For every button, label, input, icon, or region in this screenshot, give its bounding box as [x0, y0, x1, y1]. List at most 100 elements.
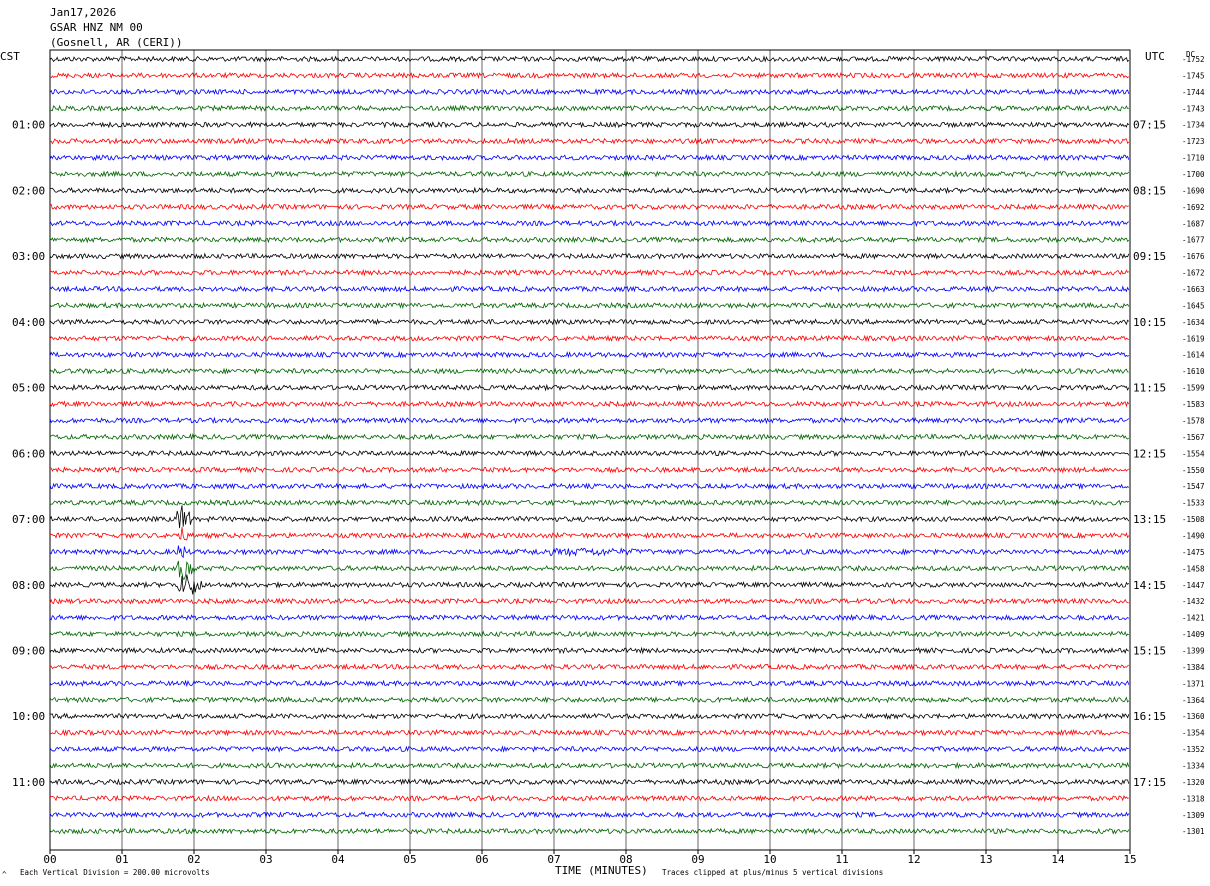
hour-label-utc: 14:15 — [1133, 579, 1166, 592]
dc-offset-label: -1634 — [1182, 318, 1205, 327]
hour-label-cst: 01:00 — [12, 119, 45, 132]
dc-offset-labels: -1752 -1745 -1744 -1743 -1734 -1723 -1710 -1700… — [1182, 55, 1205, 836]
x-tick-label: 13 — [979, 853, 992, 866]
trace-row — [49, 810, 1130, 819]
trace-row — [49, 433, 1130, 441]
dc-offset-label: -1334 — [1182, 761, 1205, 770]
dc-offset-label: -1710 — [1182, 154, 1205, 163]
trace-row — [49, 137, 1130, 146]
plot-frame — [49, 49, 1131, 851]
trace-row — [49, 400, 1130, 408]
dc-offset-label: -1399 — [1182, 646, 1205, 655]
dc-offset-label: -1743 — [1182, 104, 1205, 113]
trace-row — [49, 88, 1130, 96]
dc-offset-label: -1567 — [1182, 433, 1205, 442]
clip-note: Traces clipped at plus/minus 5 vertical … — [662, 868, 883, 877]
trace-row — [49, 794, 1129, 803]
trace-row — [49, 574, 1130, 595]
dc-offset-label: -1301 — [1182, 827, 1205, 836]
x-tick-label: 08 — [619, 853, 632, 866]
dc-offset-label: -1752 — [1182, 55, 1205, 64]
dc-offset-label: -1687 — [1182, 219, 1205, 228]
x-tick-label: 06 — [475, 853, 488, 866]
dc-offset-label: -1578 — [1182, 416, 1205, 425]
dc-offset-label: -1447 — [1182, 581, 1205, 590]
dc-offset-label: -1614 — [1182, 351, 1205, 360]
trace-row — [49, 728, 1130, 737]
trace-row — [49, 121, 1130, 129]
dc-offset-label: -1360 — [1182, 712, 1205, 721]
hour-label-utc: 07:15 — [1133, 119, 1166, 132]
dc-offset-label: -1409 — [1182, 630, 1205, 639]
dc-offset-label: -1734 — [1182, 121, 1205, 130]
trace-row — [49, 334, 1130, 343]
header-station: GSAR HNZ NM 00 — [50, 21, 143, 34]
x-tick-label: 04 — [331, 853, 345, 866]
trace-row — [49, 663, 1130, 671]
trace-row — [49, 505, 1130, 529]
trace-row — [49, 482, 1130, 491]
dc-offset-label: -1318 — [1182, 794, 1205, 803]
hour-label-cst: 02:00 — [12, 184, 45, 197]
dc-offset-label: -1371 — [1182, 679, 1205, 688]
x-tick-label: 07 — [547, 853, 560, 866]
x-tick-label: 01 — [115, 853, 128, 866]
trace-row — [49, 449, 1130, 458]
hour-label-utc: 10:15 — [1133, 316, 1166, 329]
hour-label-utc: 08:15 — [1133, 184, 1166, 197]
trace-row — [49, 268, 1130, 277]
dc-offset-label: -1320 — [1182, 778, 1205, 787]
dc-offset-label: -1364 — [1182, 696, 1205, 705]
hour-label-utc: 15:15 — [1133, 644, 1166, 657]
trace-row — [49, 696, 1130, 704]
dc-offset-label: -1550 — [1182, 466, 1205, 475]
x-tick-label: 12 — [907, 853, 920, 866]
trace-row — [49, 778, 1130, 786]
dc-offset-label: -1700 — [1182, 170, 1205, 179]
dc-offset-label: -1690 — [1182, 186, 1205, 195]
dc-offset-label: -1554 — [1182, 449, 1205, 458]
dc-offset-label: -1677 — [1182, 236, 1205, 245]
hour-label-utc: 13:15 — [1133, 513, 1166, 526]
dc-offset-label: -1309 — [1182, 811, 1205, 820]
x-tick-label: 02 — [187, 853, 200, 866]
dc-offset-label: -1676 — [1182, 252, 1205, 261]
x-tick-label: 15 — [1123, 853, 1136, 866]
trace-row — [49, 526, 1130, 541]
dc-offset-label: -1384 — [1182, 663, 1205, 672]
trace-row — [49, 318, 1130, 326]
trace-row — [49, 219, 1129, 228]
dc-offset-label: -1672 — [1182, 269, 1205, 278]
dc-offset-label: -1533 — [1182, 499, 1205, 508]
dc-offset-label: -1744 — [1182, 88, 1205, 97]
trace-row — [49, 745, 1129, 753]
dc-offset-label: -1458 — [1182, 564, 1205, 573]
hour-label-utc: 11:15 — [1133, 382, 1166, 395]
x-tick-label: 03 — [259, 853, 272, 866]
x-tick-label: 05 — [403, 853, 416, 866]
dc-offset-label: -1599 — [1182, 384, 1205, 393]
dc-offset-label: -1421 — [1182, 614, 1205, 623]
trace-row — [49, 153, 1130, 162]
trace-row — [49, 252, 1130, 260]
hour-label-cst: 03:00 — [12, 250, 45, 263]
trace-row — [49, 186, 1130, 195]
hour-label-cst: 09:00 — [12, 644, 45, 657]
header-location: (Gosnell, AR (CERI)) — [50, 36, 182, 49]
hour-label-cst: 07:00 — [12, 513, 45, 526]
trace-row — [49, 560, 1130, 580]
dc-offset-label: -1475 — [1182, 548, 1205, 557]
plot-grid — [49, 49, 1131, 851]
trace-row — [49, 350, 1130, 359]
trace-row — [49, 498, 1130, 507]
dc-offset-label: -1354 — [1182, 729, 1205, 738]
trace-row — [49, 761, 1130, 770]
hour-label-utc: 16:15 — [1133, 710, 1166, 723]
header-date: Jan17,2026 — [50, 6, 116, 19]
hour-label-cst: 11:00 — [12, 776, 45, 789]
trace-row — [49, 545, 1130, 559]
x-axis-title: TIME (MINUTES) — [555, 864, 648, 877]
trace-area — [49, 55, 1130, 835]
trace-row — [49, 104, 1129, 113]
